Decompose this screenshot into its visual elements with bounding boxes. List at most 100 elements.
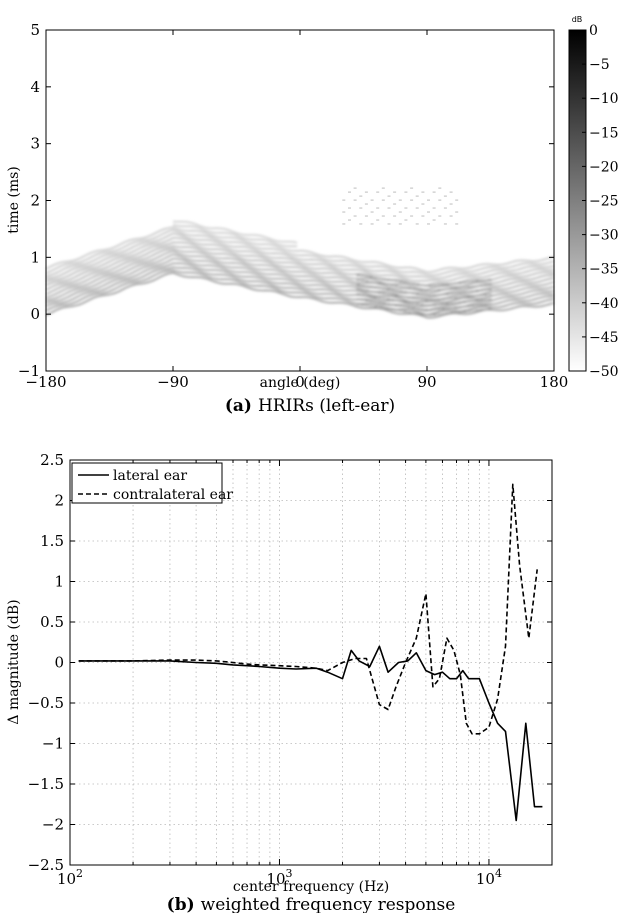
hrir-speckle [360,279,365,282]
hrir-speckle [403,300,407,303]
hrir-speckle [373,291,378,294]
hrir-speckle [377,287,382,290]
hrir-speckle [364,289,369,292]
freq-y-tick-label: 0 [54,654,64,672]
hrir-late-reflection [443,223,447,225]
hrir-speckle [466,295,471,298]
hrir-speckle [475,285,479,288]
hrir-speckle [432,313,437,316]
hrir-speckle [373,281,378,284]
freq-y-tick-label: −2 [42,816,64,834]
hrir-speckle [436,303,441,306]
hrir-late-reflection [438,187,442,189]
hrir-speckle [449,292,454,295]
hrir-speckle [428,314,433,316]
hrir-speckle [415,288,420,291]
hrir-colorbar: dB 0 −5 −10 −15 −20 −25 −30 −35 −40 −45 −50 [568,15,619,380]
hrir-speckle [360,298,365,301]
hrir-speckle [487,303,492,306]
hrir-speckle [377,301,382,304]
hrir-speckle [470,304,475,307]
hrir-speckle [364,285,369,288]
hrir-late-reflection [387,223,391,225]
hrir-speckle [369,276,374,279]
hrir-late-reflection [449,215,453,217]
colorbar-tick-label: −20 [589,159,619,175]
freq-y-tick-label: 1.5 [40,532,64,550]
hrir-y-tick-label: 1 [30,248,40,266]
hrir-speckle [364,299,369,302]
hrir-striation [45,248,555,295]
hrir-heatmap-image [45,187,555,319]
hrir-speckle [483,303,488,306]
hrir-speckle [483,293,488,296]
hrir-speckle [458,282,462,284]
hrir-late-reflection [404,191,408,193]
hrir-speckle [381,287,386,290]
hrir-speckle [453,296,458,299]
hrir-speckle [386,307,391,310]
legend-contralateral-label: contralateral ear [113,487,233,503]
hrir-late-reflection [449,203,453,205]
hrir-late-reflection [393,203,397,205]
hrir-late-reflection [455,223,459,225]
hrir-late-reflection [342,199,346,201]
legend-lateral-label: lateral ear [113,468,187,484]
hrir-speckle [449,287,454,290]
hrir-late-reflection [393,191,397,193]
hrir-speckle [424,284,429,287]
hrir-late-reflection [342,223,346,225]
hrir-speckle [432,294,437,297]
hrir-speckle [475,289,479,292]
hrir-late-reflection [455,199,459,201]
hrir-speckle [441,303,446,306]
hrir-speckle [428,309,433,312]
hrir-speckle [377,277,382,280]
hrir-late-reflection [410,187,414,189]
hrir-speckle [373,276,378,279]
hrir-speckle [428,285,433,287]
hrir-speckle [424,289,429,292]
hrir-speckle [453,311,458,314]
hrir-speckle [377,296,382,299]
hrir-speckle [453,287,458,290]
hrir-striation [45,269,555,316]
hrir-speckle [458,296,462,299]
hrir-speckle [453,292,458,295]
hrir-speckle [470,290,475,293]
caption-a-text: HRIRs (left-ear) [258,396,395,416]
hrir-speckle [403,310,407,313]
hrir-speckle [360,303,365,306]
hrir-speckle [445,307,450,310]
caption-b: (b) weighted frequency response [167,895,456,913]
colorbar-tick-label: −50 [589,364,619,380]
hrir-speckle [386,288,391,291]
hrir-speckle [411,282,416,285]
hrir-speckle [462,286,467,289]
freq-y-tick-label: −0.5 [28,694,64,712]
colorbar-tick-label: 0 [589,23,598,39]
hrir-x-tick-label: 90 [417,373,436,391]
hrir-y-axis-label: time (ms) [6,166,22,234]
hrir-speckle [470,309,475,312]
hrir-speckle [381,282,386,285]
hrir-late-reflection [449,191,453,193]
hrir-striation [45,229,555,276]
hrir-late-reflection [370,223,374,225]
hrir-speckle [479,294,484,297]
hrir-speckle [445,283,450,286]
freq-y-tick-label: 2.5 [40,451,64,469]
hrir-speckle [436,289,441,291]
freq-y-tick-label: 2 [54,492,64,510]
hrir-speckle [411,302,416,305]
hrir-striation [45,232,555,279]
hrir-speckle [436,284,441,287]
hrir-speckle [419,303,424,306]
freq-y-tick-label: −1 [42,735,64,753]
hrir-speckle [356,283,361,286]
hrir-speckle [453,306,458,309]
hrir-speckle [436,313,441,316]
hrir-speckle [403,281,407,284]
hrir-speckle [458,306,462,309]
hrir-speckle [432,303,437,306]
